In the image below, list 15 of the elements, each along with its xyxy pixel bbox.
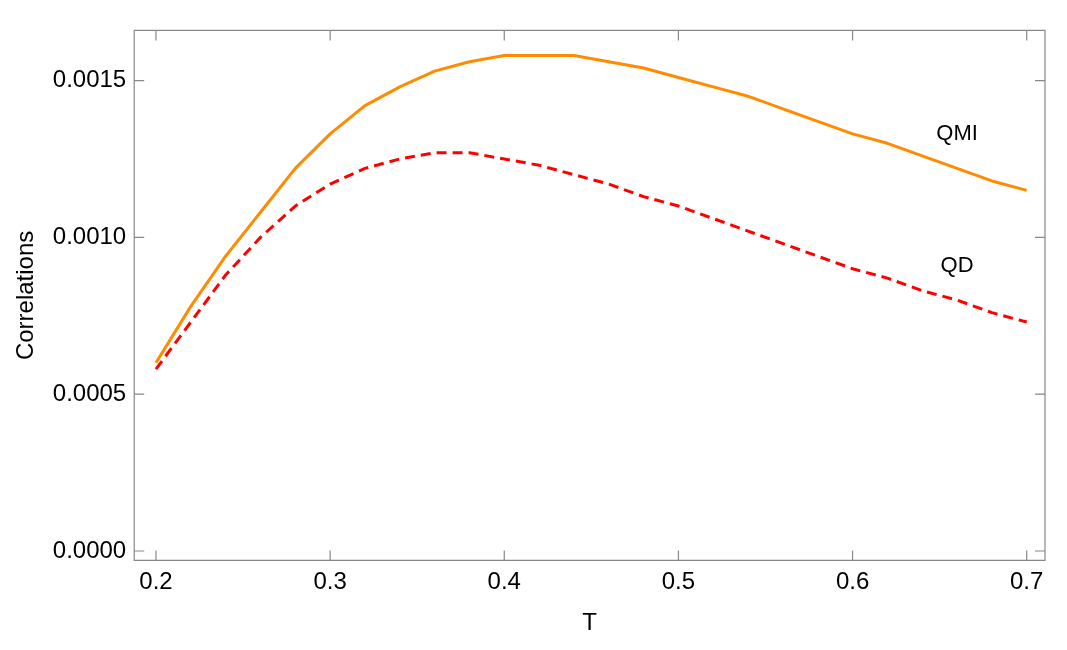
x-tick-label: 0.5 bbox=[661, 567, 696, 595]
y-tick-label: 0.0015 bbox=[52, 65, 127, 93]
x-tick-label: 0.6 bbox=[835, 567, 870, 595]
y-tick-label: 0.0005 bbox=[52, 378, 127, 406]
y-tick-label: 0.0000 bbox=[52, 535, 127, 563]
series-label: QD bbox=[940, 252, 974, 278]
x-tick-label: 0.2 bbox=[139, 567, 173, 595]
x-axis-title: T bbox=[582, 608, 598, 636]
line-series bbox=[154, 151, 1029, 371]
y-axis-title: Correlations bbox=[11, 230, 39, 361]
x-tick-label: 0.4 bbox=[487, 567, 521, 595]
x-tick-label: 0.7 bbox=[1010, 567, 1044, 595]
series-label: QMI bbox=[936, 120, 978, 146]
x-tick-label: 0.3 bbox=[313, 567, 347, 595]
y-tick-label: 0.0010 bbox=[52, 222, 127, 250]
